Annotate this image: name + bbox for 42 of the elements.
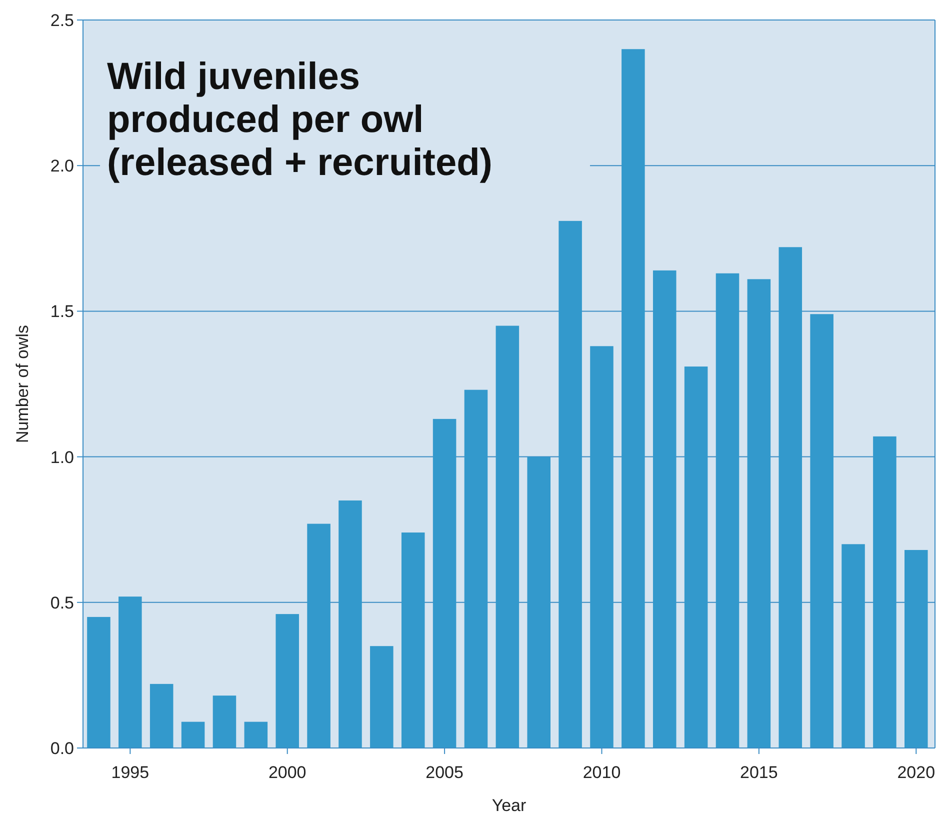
y-tick-label: 0.5 xyxy=(50,593,74,612)
bar xyxy=(904,550,928,748)
y-tick-label: 0.0 xyxy=(50,738,74,758)
x-tick-label: 2010 xyxy=(582,763,621,782)
bar xyxy=(150,684,174,748)
bar xyxy=(496,326,520,748)
y-tick-label: 1.0 xyxy=(50,448,74,467)
bar xyxy=(842,544,865,748)
bar xyxy=(276,614,299,748)
bar xyxy=(622,49,645,748)
bar xyxy=(118,596,142,748)
text: Wild juveniles produced per owl (released + recruited) xyxy=(107,56,492,184)
bar xyxy=(87,616,110,748)
bar xyxy=(181,722,205,748)
bar xyxy=(810,314,834,748)
bar xyxy=(873,436,896,748)
bar xyxy=(307,524,330,748)
bar xyxy=(464,390,488,748)
x-tick-label: 1995 xyxy=(111,763,150,782)
bar xyxy=(590,346,614,748)
y-tick-label: 2.0 xyxy=(50,156,74,176)
bar xyxy=(527,456,550,748)
x-tick-label: 2020 xyxy=(897,763,936,782)
bar xyxy=(778,247,802,748)
bar xyxy=(370,646,394,748)
x-tick-label: 2000 xyxy=(268,763,306,782)
bar xyxy=(432,418,456,748)
bar xyxy=(716,273,740,748)
y-tick-label: 1.5 xyxy=(50,302,74,322)
bar xyxy=(652,270,676,748)
y-tick-label: 2.5 xyxy=(50,10,74,30)
bar xyxy=(338,500,362,748)
y-axis-title: Number of owls xyxy=(13,324,32,444)
x-tick-label: 2005 xyxy=(426,763,464,782)
bar xyxy=(684,366,708,748)
bar xyxy=(244,722,268,748)
x-tick-label: 2015 xyxy=(740,763,778,782)
x-axis-title: Year xyxy=(492,796,527,815)
bar xyxy=(558,220,582,748)
bar xyxy=(401,532,425,748)
bar xyxy=(212,696,236,748)
bar xyxy=(747,279,771,748)
